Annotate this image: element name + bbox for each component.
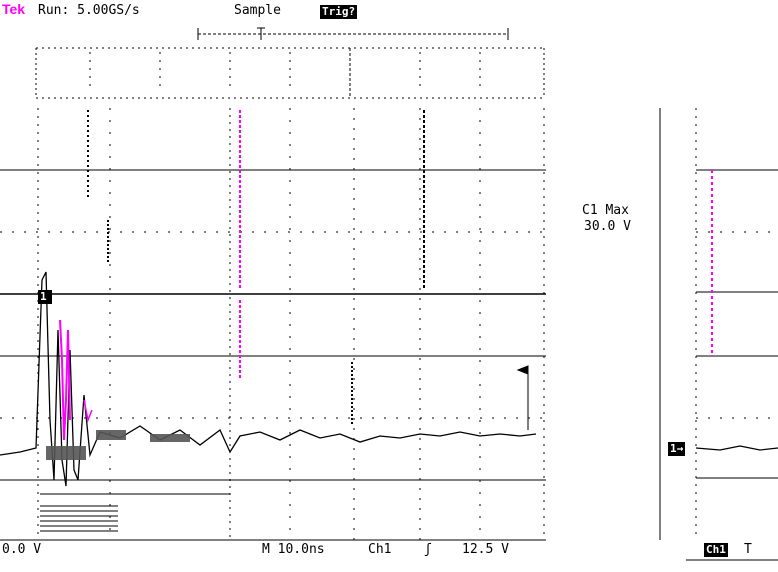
measurement-value: 30.0 V (584, 219, 631, 234)
run-status: Run: 5.00GS/s (38, 3, 140, 18)
second-panel-ch1-marker[interactable]: 1→ (668, 442, 686, 456)
trigger-status-badge: Trig? (320, 5, 358, 19)
main-graticule (0, 108, 661, 541)
ch1-ground-marker[interactable]: 1 (38, 290, 49, 304)
second-panel-channel: Ch1 (704, 543, 728, 557)
acquisition-mode: Sample (234, 3, 281, 18)
trigger-slope-icon: ʃ (424, 542, 432, 557)
ch1-waveform (0, 271, 537, 487)
brand-label: Tek (2, 1, 26, 17)
timebase-readout: M 10.0ns (262, 542, 325, 557)
channel-scale: 0.0 V (2, 542, 42, 557)
cursor-lines (87, 110, 425, 425)
measurement-label: C1 Max (582, 203, 629, 218)
trigger-source: Ch1 (368, 542, 392, 557)
trigger-level: 12.5 V (462, 542, 509, 557)
record-bar (197, 27, 509, 40)
second-panel-trigger-label: T (744, 542, 752, 557)
second-panel (686, 108, 778, 561)
arrow-indicator (516, 365, 529, 430)
overview-strip (35, 47, 545, 99)
